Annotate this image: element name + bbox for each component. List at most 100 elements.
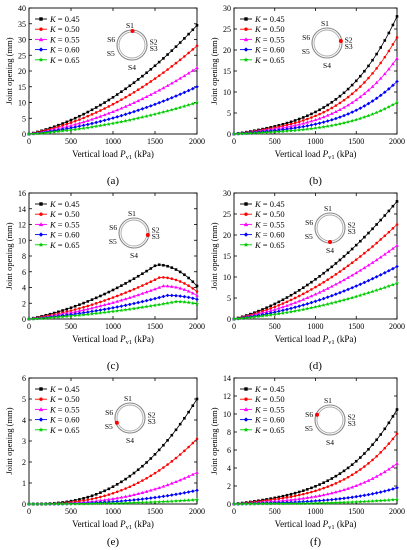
ring-segment-label: S3 [348,419,356,428]
data-point [374,96,379,101]
data-point [387,249,391,253]
data-point [111,288,115,292]
legend-marker [243,417,249,422]
data-point [149,280,153,284]
data-point [128,474,132,478]
data-point [162,263,165,267]
data-point [195,24,199,27]
data-point [149,457,153,460]
y-axis-label: Joint opening (mm) [4,37,14,104]
series-group [27,284,199,321]
data-point [157,111,162,115]
data-point [366,492,371,497]
data-point [329,500,334,505]
data-point [195,297,199,302]
data-point [191,287,195,290]
data-point [191,296,195,301]
data-point [301,119,305,122]
ring-segment-label: S4 [326,246,334,255]
data-point [318,283,321,287]
data-point [317,290,322,294]
legend-marker [244,387,248,391]
data-point [395,56,399,60]
data-point [73,313,78,318]
x-tick-label: 1500 [348,137,364,146]
data-point [330,118,334,122]
data-point [136,108,140,113]
data-point [317,125,322,130]
data-point [265,306,268,310]
data-point [338,290,342,295]
data-point [43,501,48,506]
data-point [56,314,61,319]
legend-label: K = 0.60 [49,415,80,425]
joint-highlight-marker [328,240,332,244]
legend-label: K = 0.65 [254,240,285,250]
data-point [94,305,98,309]
data-point [264,501,269,506]
data-point [195,470,199,474]
data-point [120,480,123,484]
data-point [73,308,77,311]
data-point [321,500,326,505]
data-point [289,498,293,502]
y-tick-label: 40 [18,4,26,13]
legend-marker [243,242,249,247]
data-point [305,124,310,128]
y-tick-label: 5 [22,395,26,404]
legend-label: K = 0.55 [49,34,80,44]
y-tick-label: 2 [22,458,26,467]
data-point [301,297,306,301]
data-point [153,278,157,282]
data-point [350,261,354,265]
data-point [293,491,297,495]
data-point [195,397,199,401]
legend-marker [243,427,249,432]
data-point [82,305,85,309]
data-point [358,268,363,272]
data-point [306,491,309,495]
data-point [321,288,326,292]
data-point [186,88,191,93]
data-point [301,127,306,132]
data-point [132,483,136,487]
data-point [94,501,99,506]
data-point [102,498,107,502]
ring-segment-label: S5 [305,424,313,433]
data-point [69,310,73,314]
series-group [232,281,399,321]
data-point [165,301,170,305]
ring-segment-label: S4 [130,251,138,260]
joint-highlight-marker [338,39,343,44]
data-point [272,312,277,317]
data-point [187,284,190,288]
data-point [371,227,374,231]
data-point [90,501,94,506]
data-point [358,482,363,486]
data-point [136,88,140,92]
data-point [124,291,127,294]
data-point [183,416,186,420]
data-point [136,274,140,278]
data-point [281,308,285,313]
data-point [136,497,140,502]
data-point [149,267,153,270]
data-point [52,501,57,506]
data-point [153,499,157,504]
data-point [289,302,293,306]
data-point [293,121,297,125]
data-point [321,115,326,119]
data-point [39,501,44,506]
data-point [240,316,245,321]
data-point [261,308,264,311]
y-tick-label: 14 [18,205,26,214]
data-point [78,498,81,501]
y-tick-label: 16 [18,189,26,198]
ring-outer [116,29,148,61]
x-tick-label: 1000 [105,322,121,331]
data-point [391,246,395,250]
data-point [268,308,273,313]
data-point [165,83,170,87]
data-point [195,284,199,288]
